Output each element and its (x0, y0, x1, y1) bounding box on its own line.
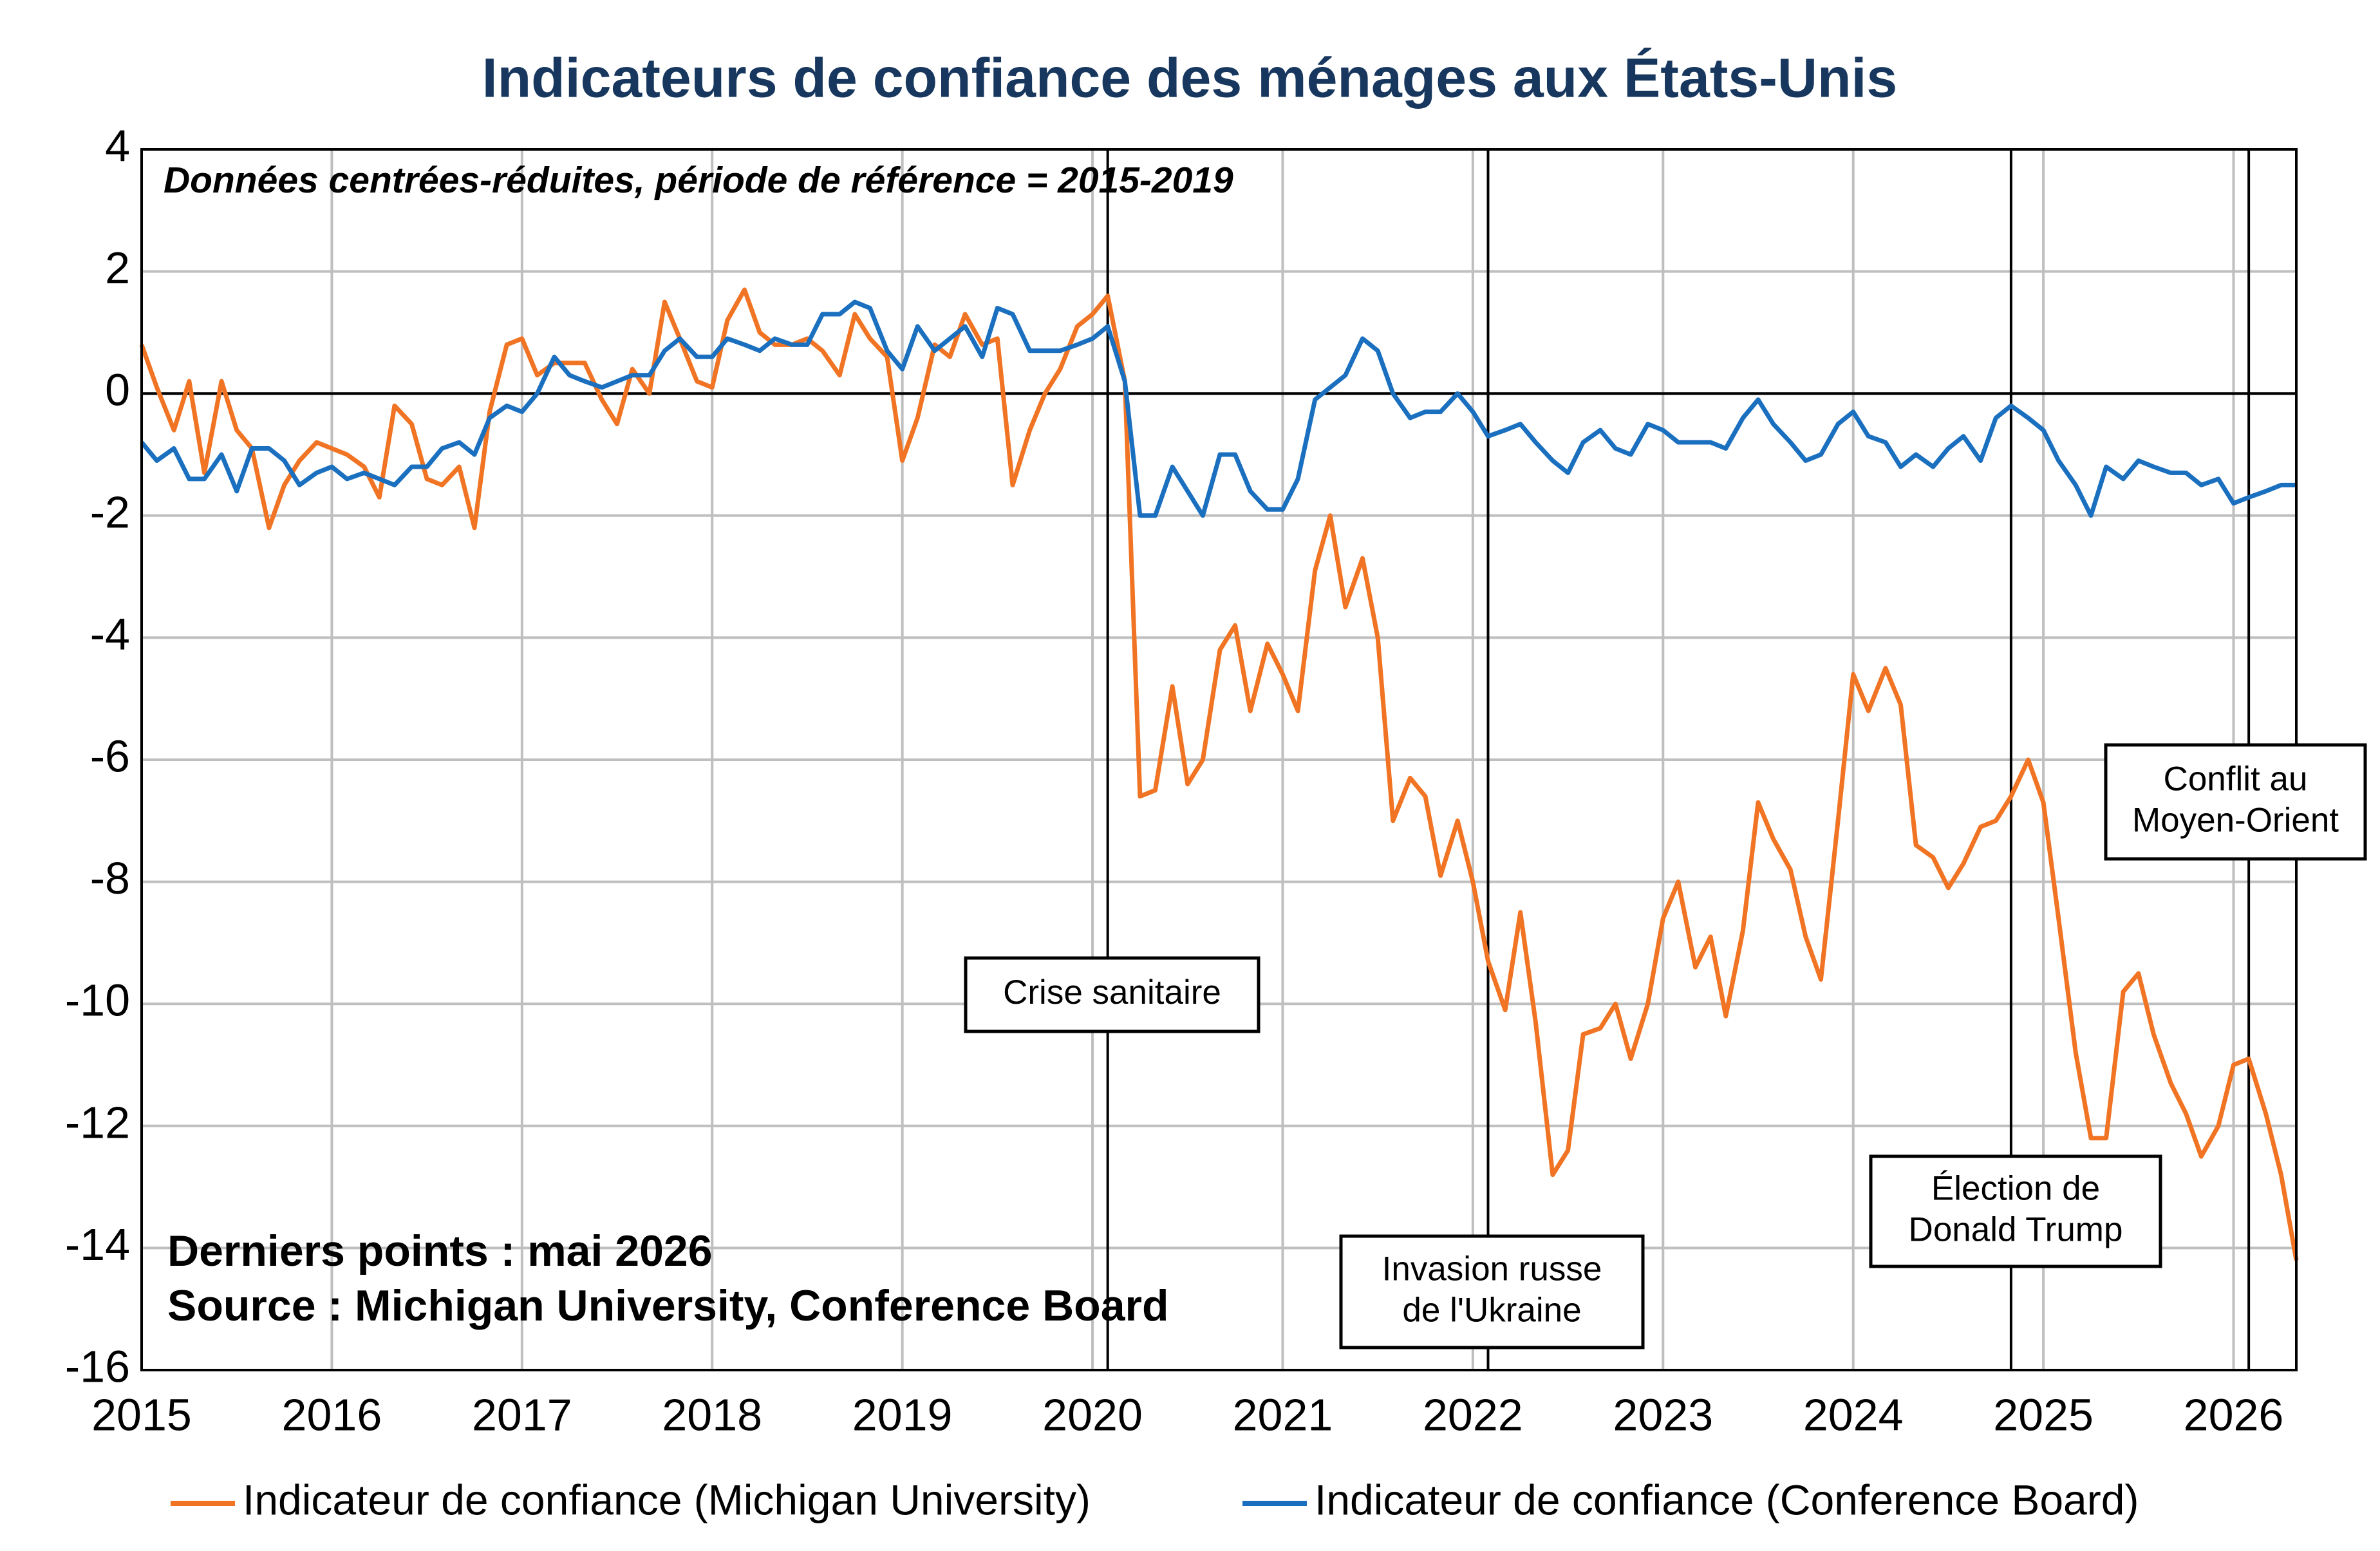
note: Source : Michigan University, Conference… (167, 1281, 1169, 1330)
legend-label: Indicateur de confiance (Conference Boar… (1315, 1476, 2139, 1523)
event-label: Donald Trump (1909, 1211, 2123, 1249)
chart-title: Indicateurs de confiance des ménages aux… (482, 48, 1898, 109)
x-tick-label: 2021 (1233, 1389, 1333, 1440)
x-tick-label: 2019 (852, 1389, 953, 1440)
y-tick-label: -4 (90, 609, 130, 659)
note: Derniers points : mai 2026 (167, 1227, 713, 1275)
event-label: Élection de (1931, 1170, 2100, 1208)
x-tick-label: 2025 (1993, 1389, 2094, 1440)
x-tick-label: 2020 (1042, 1389, 1143, 1440)
x-tick-label: 2015 (91, 1389, 192, 1440)
y-tick-label: 0 (105, 365, 130, 415)
event-label: Moyen-Orient (2132, 802, 2339, 840)
event-box (964, 956, 1260, 1033)
event-box (1869, 1154, 2162, 1268)
legend-label: Indicateur de confiance (Michigan Univer… (243, 1476, 1091, 1523)
y-tick-label: -14 (65, 1219, 130, 1270)
event-box (1339, 1234, 1645, 1349)
event-box (2104, 743, 2367, 861)
series-line (139, 287, 2299, 1261)
y-tick-label: -2 (90, 487, 130, 537)
y-tick-label: -12 (65, 1097, 130, 1147)
event-label: Invasion russe (1382, 1250, 1602, 1288)
event-label: Conflit au (2164, 760, 2308, 798)
x-tick-label: 2016 (282, 1389, 382, 1440)
series-line (140, 299, 2296, 518)
y-tick-label: -16 (65, 1341, 130, 1391)
x-tick-label: 2022 (1423, 1389, 1523, 1440)
y-tick-label: -10 (65, 975, 130, 1026)
x-tick-label: 2017 (472, 1389, 572, 1440)
x-tick-label: 2023 (1613, 1389, 1713, 1440)
y-tick-label: -8 (90, 853, 130, 903)
x-tick-label: 2024 (1803, 1389, 1904, 1440)
x-tick-label: 2026 (2184, 1389, 2284, 1440)
y-tick-label: -6 (90, 731, 130, 781)
event-label: Crise sanitaire (1003, 973, 1221, 1011)
event-label: de l'Ukraine (1402, 1292, 1581, 1330)
y-tick-label: 2 (105, 243, 130, 293)
y-tick-label: 4 (105, 120, 130, 171)
subtitle: Données centrées-réduites, période de ré… (164, 160, 1233, 201)
x-tick-label: 2018 (662, 1389, 762, 1440)
